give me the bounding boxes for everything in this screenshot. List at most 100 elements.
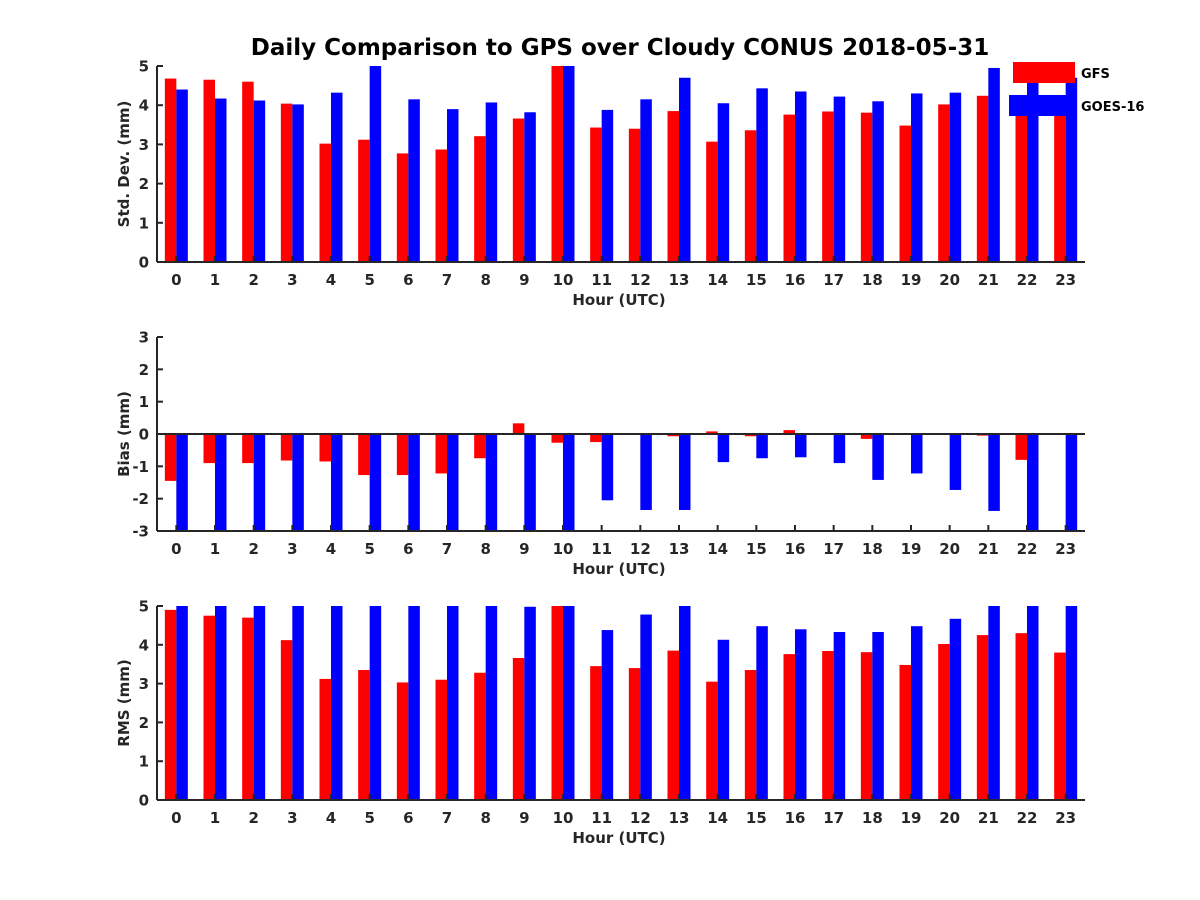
x-tick-label: 6 <box>403 809 413 827</box>
x-tick-label: 11 <box>591 271 612 289</box>
x-tick-label: 8 <box>480 540 490 558</box>
bar-gfs-hour-16 <box>783 654 795 800</box>
x-tick-label: 11 <box>591 809 612 827</box>
bar-goes-16-hour-6 <box>408 434 420 531</box>
bar-goes-16-hour-2 <box>253 100 266 262</box>
y-tick-label: -2 <box>132 490 149 508</box>
bar-goes-16-hour-21 <box>988 434 1000 511</box>
x-tick-label: 0 <box>171 809 181 827</box>
x-tick-label: 16 <box>785 271 806 289</box>
bar-goes-16-hour-13 <box>679 434 691 510</box>
chart-title: Daily Comparison to GPS over Cloudy CONU… <box>251 35 989 61</box>
bar-gfs-hour-9 <box>512 657 525 800</box>
x-tick-label: 22 <box>1017 271 1038 289</box>
x-tick-label: 11 <box>591 540 612 558</box>
bar-gfs-hour-14 <box>706 141 718 262</box>
x-tick-label: 9 <box>519 540 529 558</box>
bar-goes-16-hour-22 <box>1027 606 1039 800</box>
y-tick-label: 2 <box>139 714 149 732</box>
bar-goes-16-hour-3 <box>292 434 304 531</box>
x-tick-label: 23 <box>1055 540 1076 558</box>
bar-goes-16-hour-18 <box>872 101 884 262</box>
bar-goes-16-hour-4 <box>331 92 343 262</box>
bar-gfs-hour-23 <box>1054 652 1066 800</box>
x-tick-label: 18 <box>862 809 883 827</box>
bar-gfs-hour-0 <box>164 78 177 262</box>
bar-goes-16-hour-17 <box>833 96 846 262</box>
bar-goes-16-hour-11 <box>601 109 614 263</box>
bar-goes-16-hour-1 <box>215 98 227 262</box>
y-tick-label: 0 <box>139 792 149 810</box>
bar-goes-16-hour-2 <box>253 606 266 800</box>
bar-gfs-hour-9 <box>512 423 525 434</box>
y-tick-label: -1 <box>132 458 149 476</box>
bar-goes-16-hour-14 <box>717 639 730 800</box>
bar-gfs-hour-7 <box>435 434 447 474</box>
bar-gfs-hour-7 <box>435 679 447 800</box>
bar-gfs-hour-13 <box>667 111 679 262</box>
x-tick-label: 19 <box>901 809 922 827</box>
bar-goes-16-hour-18 <box>872 434 884 480</box>
bar-goes-16-hour-5 <box>369 606 382 800</box>
bar-gfs-hour-23 <box>1054 113 1066 262</box>
x-tick-label: 19 <box>901 540 922 558</box>
bar-goes-16-hour-1 <box>215 434 227 531</box>
bar-gfs-hour-18 <box>860 652 873 800</box>
x-tick-label: 4 <box>326 809 336 827</box>
bar-goes-16-hour-3 <box>292 606 304 800</box>
x-tick-label: 3 <box>287 809 297 827</box>
bar-goes-16-hour-0 <box>176 606 188 800</box>
bar-goes-16-hour-13 <box>679 606 691 800</box>
bar-goes-16-hour-2 <box>253 434 266 531</box>
x-tick-label: 2 <box>248 809 258 827</box>
y-axis-label: RMS (mm) <box>115 659 133 746</box>
y-tick-label: 3 <box>139 136 149 154</box>
bar-gfs-hour-5 <box>358 434 370 476</box>
x-tick-label: 13 <box>669 809 690 827</box>
bar-goes-16-hour-3 <box>292 104 304 262</box>
y-tick-label: 0 <box>139 254 149 272</box>
bar-gfs-hour-11 <box>590 127 602 262</box>
bar-goes-16-hour-11 <box>601 630 614 800</box>
bar-gfs-hour-3 <box>280 103 293 262</box>
bar-gfs-hour-1 <box>203 434 215 464</box>
x-tick-label: 19 <box>901 271 922 289</box>
bar-goes-16-hour-19 <box>911 93 923 262</box>
x-tick-label: 4 <box>326 271 336 289</box>
bar-goes-16-hour-11 <box>601 434 614 501</box>
bar-gfs-hour-5 <box>358 670 370 800</box>
x-tick-label: 18 <box>862 540 883 558</box>
bar-goes-16-hour-14 <box>717 103 730 263</box>
bar-gfs-hour-8 <box>474 672 486 800</box>
bar-gfs-hour-6 <box>396 434 409 476</box>
x-tick-label: 21 <box>978 271 999 289</box>
x-tick-label: 23 <box>1055 271 1076 289</box>
bar-gfs-hour-20 <box>938 644 950 800</box>
x-tick-label: 0 <box>171 540 181 558</box>
x-tick-label: 8 <box>480 271 490 289</box>
bar-goes-16-hour-10 <box>563 66 575 262</box>
x-tick-label: 18 <box>862 271 883 289</box>
x-tick-label: 4 <box>326 540 336 558</box>
y-tick-label: 1 <box>139 393 149 411</box>
legend-label-gfs: GFS <box>1081 67 1110 82</box>
x-tick-label: 6 <box>403 271 413 289</box>
bar-goes-16-hour-13 <box>679 77 691 262</box>
bar-goes-16-hour-10 <box>563 434 575 531</box>
y-axis-label: Bias (mm) <box>115 391 133 477</box>
bar-gfs-hour-21 <box>976 95 989 262</box>
x-tick-label: 9 <box>519 271 529 289</box>
bar-gfs-hour-3 <box>280 434 293 461</box>
bar-goes-16-hour-6 <box>408 606 420 800</box>
x-tick-label: 20 <box>939 271 960 289</box>
x-tick-label: 14 <box>707 540 728 558</box>
x-tick-label: 17 <box>823 540 844 558</box>
bar-goes-16-hour-9 <box>524 606 536 800</box>
bar-goes-16-hour-4 <box>331 606 343 800</box>
bar-goes-16-hour-15 <box>756 434 768 459</box>
x-tick-label: 1 <box>210 540 220 558</box>
bar-goes-16-hour-22 <box>1027 434 1039 531</box>
bar-gfs-hour-15 <box>744 670 757 800</box>
bar-goes-16-hour-7 <box>447 109 459 263</box>
